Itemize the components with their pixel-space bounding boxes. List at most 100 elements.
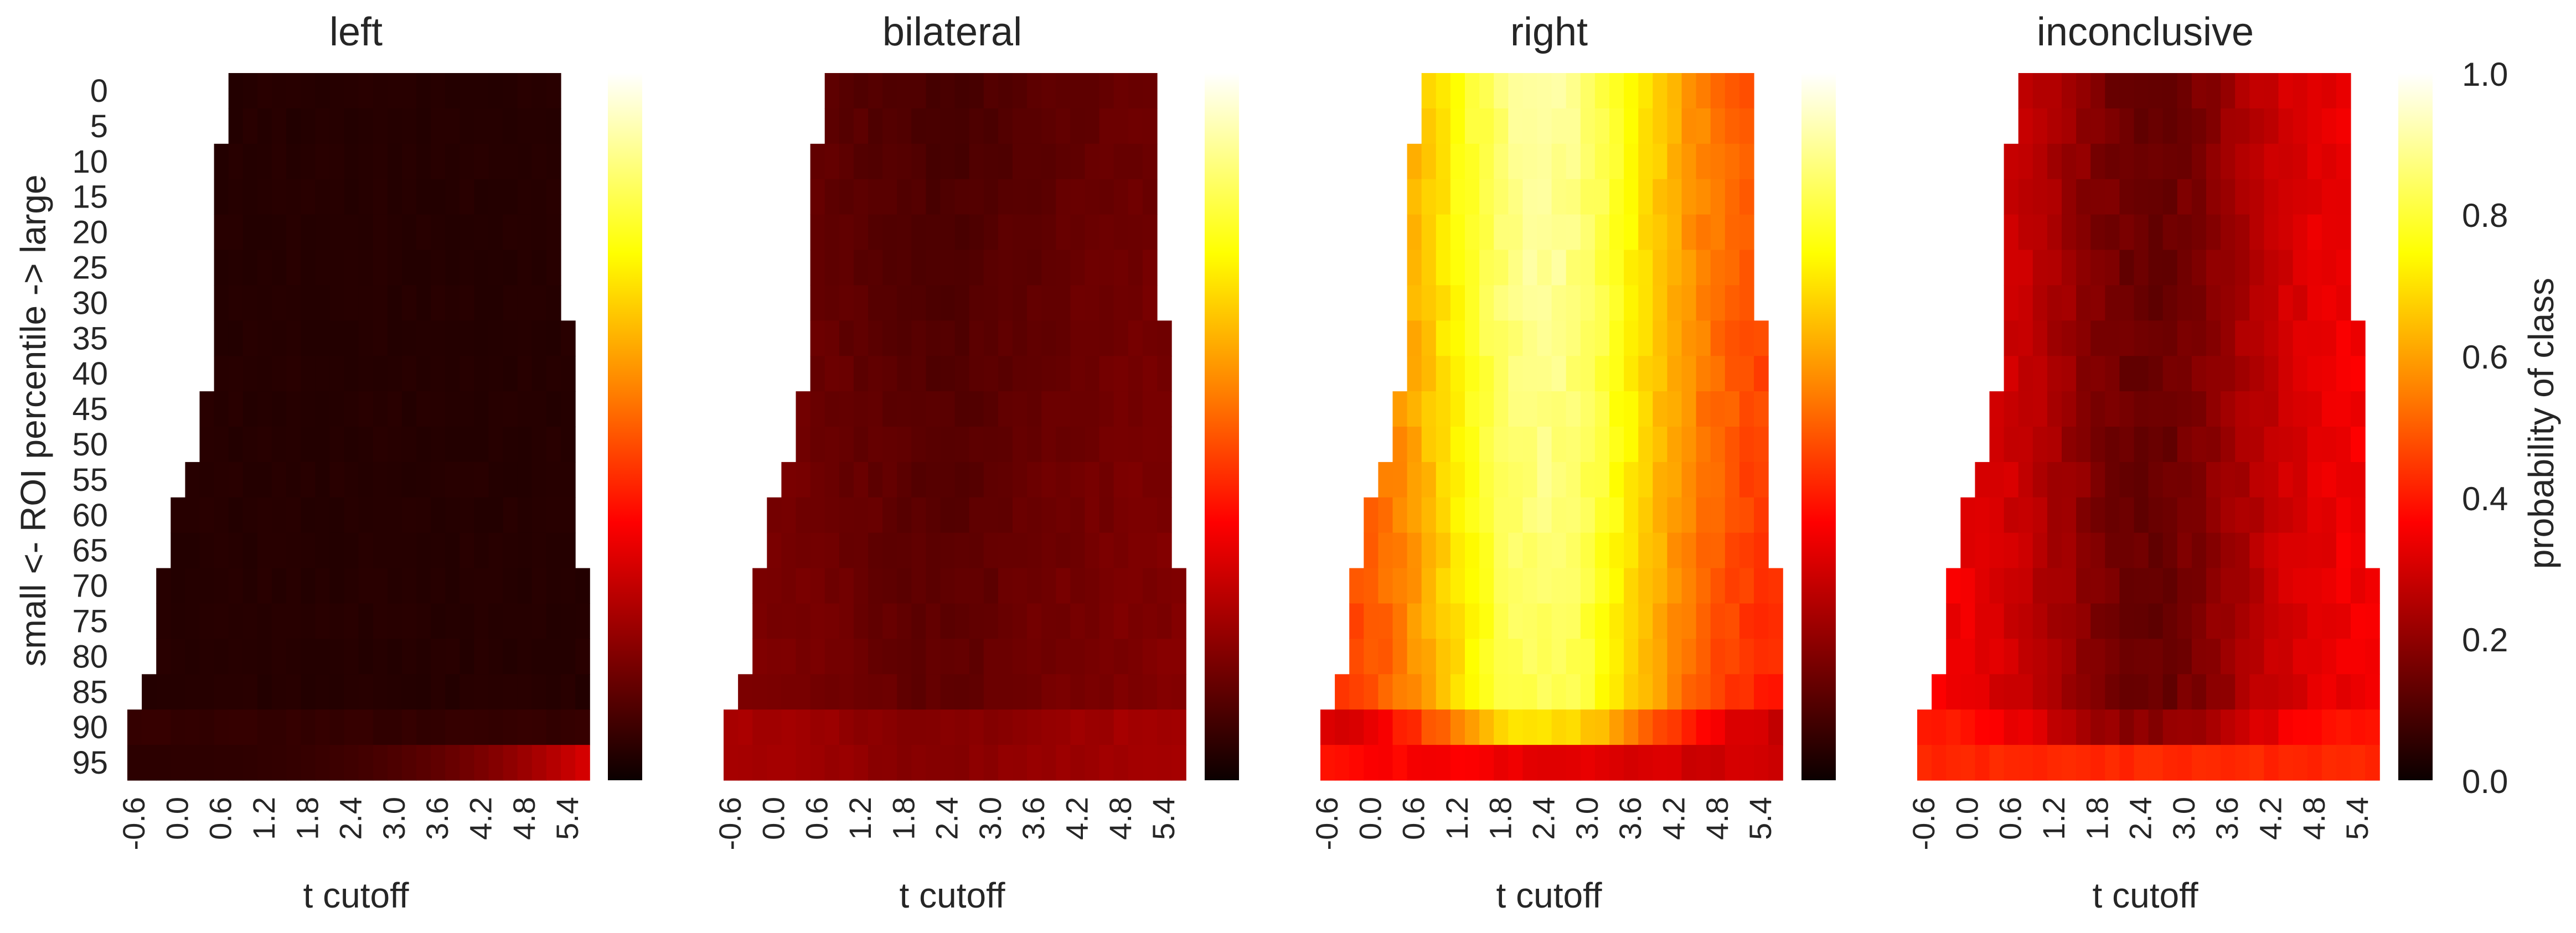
heatmap-cell [1696,709,1711,745]
heatmap-cell [315,745,330,781]
heatmap-cell [1739,427,1754,463]
heatmap-cell [329,214,345,251]
heatmap-cell [767,603,782,639]
heatmap-cell [1989,568,2005,604]
heatmap-cell [1142,391,1158,427]
heatmap-cell [185,709,200,745]
heatmap-cell [1696,356,1711,392]
heatmap-cell [940,568,956,604]
heatmap-cell [315,73,330,109]
heatmap-cell [503,462,518,498]
heatmap-cell [1537,462,1552,498]
heatmap-cell [1551,73,1567,109]
heatmap-cell [1099,285,1114,321]
heatmap-cell [1710,391,1726,427]
heatmap-cell [2105,108,2120,144]
heatmap-cell [561,497,576,533]
heatmap-cell [2206,674,2221,710]
heatmap-cell [488,320,504,356]
heatmap-cell [401,532,417,569]
heatmap-cell [1710,745,1726,781]
heatmap-cell [2249,143,2264,180]
heatmap-cell [839,497,854,533]
heatmap-cell [2336,639,2351,675]
heatmap-cell [1594,143,1610,180]
heatmap-cell [1450,462,1465,498]
x-tick-label: 5.4 [1146,797,1181,840]
heatmap-cell [546,108,561,144]
heatmap-cell [1681,462,1697,498]
heatmap-cell [2105,250,2120,286]
heatmap-cell [1494,674,1509,710]
heatmap-cell [824,391,840,427]
heatmap-cell [1624,356,1639,392]
heatmap-cell [969,285,984,321]
heatmap-cell [185,745,200,781]
heatmap-cell [2119,427,2135,463]
heatmap-cell [2032,285,2048,321]
heatmap-cell [2235,108,2250,144]
heatmap-cell [416,497,431,533]
heatmap-cell [2221,73,2236,109]
heatmap-cell [2336,674,2351,710]
heatmap-cell [839,709,854,745]
heatmap-cell [416,214,431,251]
heatmap-cell [2105,356,2120,392]
heatmap-cell [228,108,244,144]
heatmap-cell [824,745,840,781]
heatmap-cell [387,214,402,251]
heatmap-cell [272,709,287,745]
heatmap-cell [2177,73,2192,109]
heatmap-cell [2148,214,2164,251]
heatmap-cell [2293,532,2308,569]
heatmap-cell [1681,285,1697,321]
heatmap-cell [2278,391,2294,427]
heatmap-cell [401,143,417,180]
heatmap-cell [474,462,489,498]
heatmap-cell [926,73,941,109]
heatmap-cell [1594,73,1610,109]
heatmap-cell [2307,285,2322,321]
heatmap-cell [1013,462,1028,498]
heatmap-cell [1465,709,1480,745]
heatmap-cell [2119,108,2135,144]
heatmap-cell [1113,73,1129,109]
heatmap-cell [2076,250,2091,286]
heatmap-cell [2321,603,2337,639]
heatmap-cell [2249,108,2264,144]
heatmap-cell [1975,709,1990,745]
heatmap-cell [2321,356,2337,392]
heatmap-cell [2307,603,2322,639]
heatmap-cell [214,391,229,427]
colorbar-tick: 0.2 [2462,621,2508,659]
heatmap-cell [1085,285,1100,321]
heatmap-cell [1696,214,1711,251]
x-tick-label: 1.2 [246,797,281,840]
heatmap-cell [2351,427,2366,463]
heatmap-cell [1551,179,1567,215]
heatmap-cell [2105,143,2120,180]
heatmap-cell [1364,497,1379,533]
heatmap-cell [1027,497,1042,533]
heatmap-cell [1085,532,1100,569]
heatmap-cell [1421,709,1437,745]
heatmap-cell [2004,709,2019,745]
heatmap-cell [2206,214,2221,251]
heatmap-cell [1013,285,1028,321]
heatmap-cell [940,285,956,321]
heatmap-cell [1085,73,1100,109]
heatmap-cell [868,143,883,180]
heatmap-cell [1638,285,1653,321]
heatmap-cell [1027,427,1042,463]
heatmap-cell [257,674,272,710]
heatmap-cell [1085,320,1100,356]
heatmap-cell [897,179,912,215]
heatmap-cell [1975,532,1990,569]
heatmap-cell [940,532,956,569]
heatmap-cell [2278,497,2294,533]
heatmap-cell [1494,745,1509,781]
heatmap-cell [1566,391,1581,427]
heatmap-cell [561,568,576,604]
x-tick-label: 0.0 [756,797,791,840]
heatmap-cell [286,356,301,392]
